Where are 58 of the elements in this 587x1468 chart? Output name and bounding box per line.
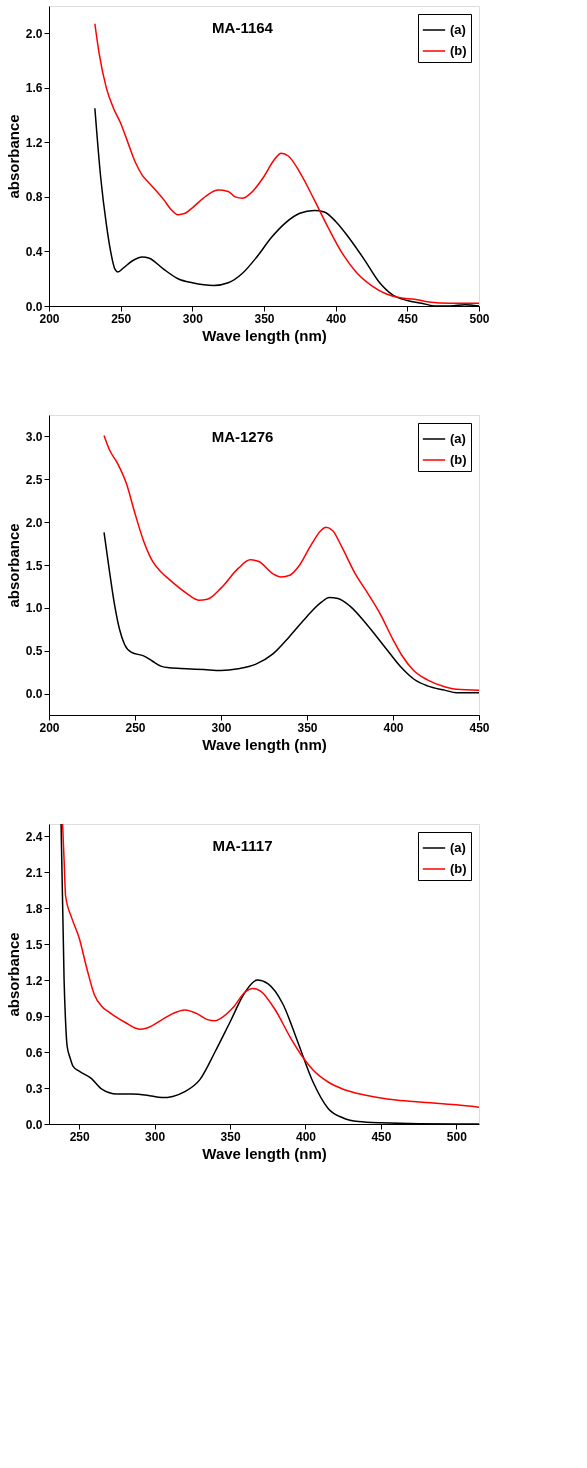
x-tick-label: 500	[446, 1129, 468, 1144]
y-tick-label: 2.0	[25, 515, 43, 530]
y-axis-title: absorbance	[4, 932, 22, 1017]
y-tick-label: 2.1	[25, 865, 43, 880]
x-axis-title: Wave length (nm)	[202, 1144, 327, 1162]
y-axis-title: absorbance	[4, 114, 22, 199]
x-tick-label: 300	[182, 311, 204, 326]
x-tick-label: 350	[220, 1129, 241, 1144]
x-tick-label: 450	[397, 311, 419, 326]
y-tick-label: 1.8	[25, 901, 43, 916]
y-tick-label: 0.0	[25, 299, 43, 314]
legend-label: (b)	[450, 43, 467, 58]
y-tick-label: 2.4	[25, 829, 43, 844]
x-tick-label: 250	[125, 720, 146, 735]
x-tick-label: 250	[111, 311, 132, 326]
x-tick-label: 200	[39, 311, 60, 326]
legend-label: (a)	[450, 431, 466, 446]
x-tick-label: 350	[254, 311, 275, 326]
legend-label: (a)	[450, 840, 466, 855]
y-tick-label: 0.5	[25, 644, 43, 659]
x-tick-label: 250	[69, 1129, 91, 1144]
x-tick-label: 400	[383, 720, 404, 735]
y-tick-label: 0.6	[25, 1045, 43, 1060]
y-tick-label: 2.0	[25, 26, 43, 41]
x-tick-label: 450	[371, 1129, 392, 1144]
y-tick-label: 2.5	[25, 472, 43, 487]
x-tick-label: 350	[297, 720, 318, 735]
y-tick-label: 0.0	[25, 687, 43, 702]
y-axis-title: absorbance	[4, 523, 22, 608]
text: MA-1164	[212, 19, 274, 36]
text: MA-1276	[211, 428, 274, 445]
y-tick-label: 0.8	[25, 190, 43, 205]
y-tick-label: 3.0	[25, 429, 43, 444]
x-tick-label: 500	[469, 311, 490, 326]
y-tick-label: 0.3	[25, 1081, 43, 1096]
text: MA-1117	[212, 837, 273, 854]
x-axis-title: Wave length (nm)	[202, 735, 327, 753]
x-tick-label: 400	[295, 1129, 317, 1144]
y-tick-label: 0.4	[25, 244, 43, 259]
legend-label: (a)	[450, 22, 466, 37]
y-tick-label: 1.5	[25, 937, 43, 952]
line-series	[103, 434, 479, 691]
x-tick-label: 450	[469, 720, 490, 735]
x-tick-label: 300	[211, 720, 232, 735]
x-axis-title: Wave length (nm)	[202, 326, 327, 344]
line-series	[103, 531, 479, 694]
y-tick-label: 1.2	[25, 973, 43, 988]
x-tick-label: 200	[39, 720, 60, 735]
legend-label: (b)	[450, 861, 467, 876]
x-tick-label: 400	[326, 311, 347, 326]
x-tick-label: 300	[145, 1129, 166, 1144]
y-tick-label: 1.2	[25, 135, 43, 150]
y-tick-label: 1.0	[25, 601, 43, 616]
y-tick-label: 0.9	[25, 1009, 43, 1024]
legend-label: (b)	[450, 452, 467, 467]
y-tick-label: 0.0	[25, 1117, 43, 1132]
y-tick-label: 1.6	[25, 81, 43, 96]
y-tick-label: 1.5	[25, 558, 43, 573]
